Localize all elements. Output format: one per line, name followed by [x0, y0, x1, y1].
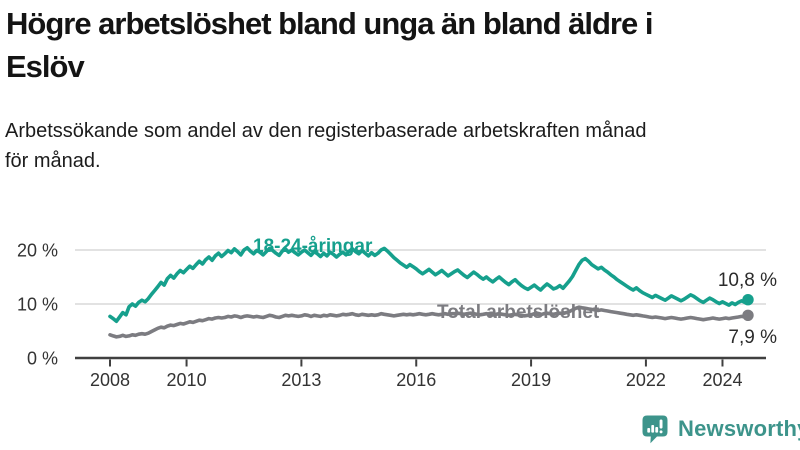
newsworthy-logo-icon — [642, 415, 668, 444]
end-dot-youth — [742, 294, 754, 306]
logo-bar-3 — [655, 427, 659, 433]
end-value-label-total: 7,9 % — [728, 327, 777, 348]
series-label-youth: 18-24-åringar — [253, 236, 373, 257]
end-value-label-youth: 10,8 % — [718, 270, 777, 291]
y-tick-label-10: 10 % — [17, 295, 58, 315]
line-series-total — [108, 305, 750, 339]
y-tick-label-20: 20 % — [17, 241, 58, 261]
x-tick-label-2019: 2019 — [511, 370, 551, 390]
x-tick-label-2022: 2022 — [626, 370, 666, 390]
x-tick-label-2013: 2013 — [281, 370, 321, 390]
series-label-total: Total arbetslöshet — [437, 302, 600, 323]
x-tick-label-2016: 2016 — [396, 370, 436, 390]
unemployment-line-chart: 0 % 10 % 20 % 2008 2010 2013 2016 2019 2022 2024 1… — [17, 236, 777, 390]
x-tick-label-2010: 2010 — [167, 370, 207, 390]
logo-bar-1 — [647, 428, 651, 433]
x-tick-label-2008: 2008 — [90, 370, 130, 390]
logo-bar-2 — [651, 425, 655, 433]
logo-bubble-shape — [642, 415, 668, 444]
page-title: Högre arbetslöshet bland unga än bland ä… — [6, 6, 653, 85]
brand-footer: Newsworthy — [641, 414, 800, 444]
x-tick-label-2024: 2024 — [702, 370, 742, 390]
y-tick-label-0: 0 % — [27, 349, 58, 369]
line-series-youth — [108, 245, 750, 324]
logo-exclamation-dot — [659, 430, 663, 434]
brand-name: Newsworthy — [678, 416, 800, 441]
page-subtitle: Arbetssökande som andel av den registerb… — [5, 120, 647, 172]
end-dot-total — [742, 309, 754, 321]
logo-exclamation-stem — [659, 419, 663, 429]
